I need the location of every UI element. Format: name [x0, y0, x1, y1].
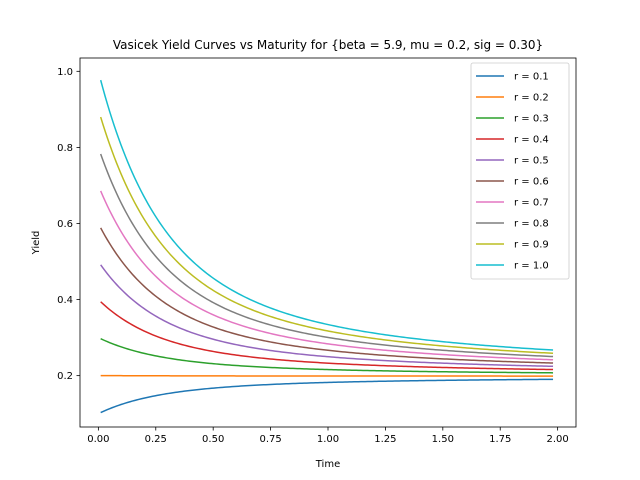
x-axis-ticks: 0.00 0.25 0.50 0.75 1.00 1.25 1.50 1.75 2.00 — [87, 427, 569, 445]
legend-label: r = 0.7 — [514, 198, 549, 209]
x-tick-label: 1.00 — [317, 434, 339, 445]
x-tick-label: 1.50 — [432, 434, 454, 445]
chart-title: Vasicek Yield Curves vs Maturity for {be… — [113, 38, 543, 52]
legend-label: r = 0.8 — [514, 219, 549, 230]
legend-label: r = 0.1 — [514, 72, 549, 83]
series-line-0 — [100, 378, 554, 414]
series-line-3 — [100, 301, 554, 371]
series-line-6 — [99, 190, 554, 361]
legend-label: r = 0.9 — [514, 240, 549, 251]
series-line-8 — [99, 116, 554, 355]
x-tick-label: 1.75 — [489, 434, 511, 445]
x-tick-label: 0.25 — [145, 434, 167, 445]
y-tick-label: 0.2 — [57, 371, 73, 382]
plot-frame — [79, 57, 577, 428]
legend-label: r = 0.2 — [514, 93, 549, 104]
x-tick-label: 0.50 — [202, 434, 224, 445]
y-tick-label: 0.4 — [57, 295, 73, 306]
series-line-7 — [99, 153, 554, 358]
plot-lines — [99, 79, 554, 414]
series-line-9 — [99, 79, 554, 351]
legend-label: r = 1.0 — [514, 261, 549, 272]
series-line-2 — [100, 338, 554, 374]
legend-label: r = 0.6 — [514, 177, 549, 188]
legend-label: r = 0.5 — [514, 156, 549, 167]
x-tick-label: 0.00 — [87, 434, 109, 445]
x-tick-label: 1.25 — [374, 434, 396, 445]
x-tick-label: 2.00 — [546, 434, 568, 445]
x-axis-label: Time — [315, 459, 340, 470]
series-line-4 — [100, 264, 554, 368]
y-axis-ticks: 0.2 0.4 0.6 0.8 1.0 — [57, 67, 80, 382]
legend-label: r = 0.4 — [514, 135, 549, 146]
y-tick-label: 0.8 — [57, 143, 73, 154]
y-axis-label: Yield — [31, 231, 42, 256]
y-tick-label: 1.0 — [57, 67, 73, 78]
y-tick-label: 0.6 — [57, 219, 73, 230]
legend-frame — [470, 62, 570, 280]
x-tick-label: 0.75 — [259, 434, 281, 445]
legend-label: r = 0.3 — [514, 114, 549, 125]
series-line-5 — [100, 227, 554, 364]
legend: r = 0.1 r = 0.2 r = 0.3 r = 0.4 r = 0.5 r = 0… — [470, 62, 570, 280]
